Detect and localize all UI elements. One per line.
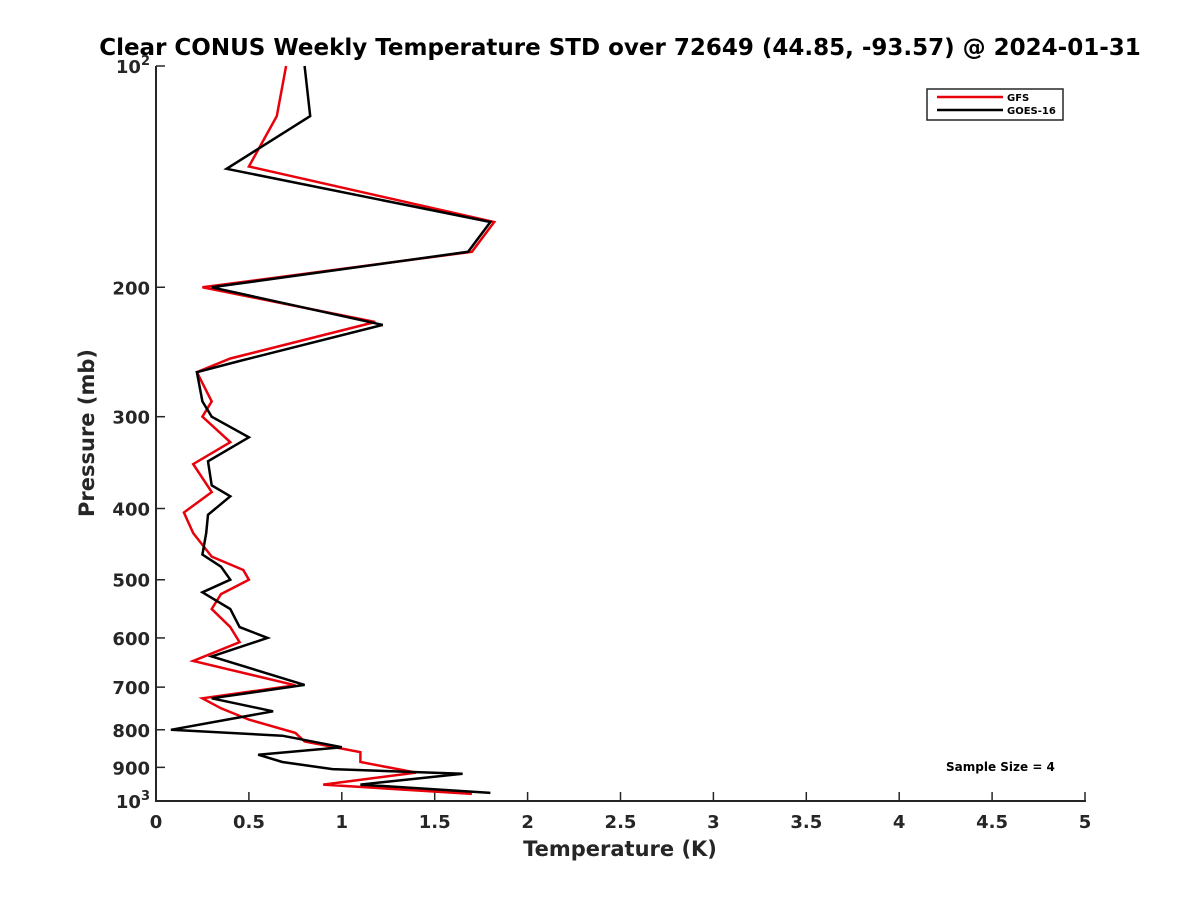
y-tick-label: 103: [116, 789, 150, 813]
legend-label-goes16: GOES-16: [1007, 106, 1056, 117]
sample-size-annotation: Sample Size = 4: [946, 760, 1055, 774]
y-tick-label-base: 400: [112, 500, 150, 521]
y-tick-label: 200: [112, 278, 150, 299]
x-tick-label: 2.5: [605, 812, 637, 833]
series-line-gfs: [182, 65, 497, 796]
y-tick-label: 600: [112, 629, 150, 650]
y-tick-label: 700: [112, 678, 150, 699]
y-tick-label-base: 200: [112, 278, 150, 299]
x-axis-label: Temperature (K): [523, 837, 717, 861]
legend-label-gfs: GFS: [1007, 93, 1029, 104]
x-tick-label: 1: [336, 812, 349, 833]
y-tick-label-base: 800: [112, 721, 150, 742]
y-tick-label-exponent: 3: [141, 789, 150, 804]
x-tick-label: 5: [1079, 812, 1092, 833]
x-tick-label: 0: [150, 812, 163, 833]
series-line-goes16: [170, 65, 493, 795]
y-tick-label: 500: [112, 571, 150, 592]
y-axis-label: Pressure (mb): [75, 349, 99, 517]
series-layer: [170, 65, 497, 796]
y-tick-label: 300: [112, 408, 150, 429]
x-tick-label: 3: [707, 812, 720, 833]
y-tick-label: 800: [112, 721, 150, 742]
y-tick-label-base: 10: [116, 57, 141, 78]
y-tick-label-base: 300: [112, 408, 150, 429]
x-tick-label: 4: [893, 812, 906, 833]
chart-title: Clear CONUS Weekly Temperature STD over …: [99, 35, 1141, 61]
x-tick-label: 3.5: [790, 812, 822, 833]
y-tick-label: 102: [116, 54, 150, 78]
x-axis-ticks: 0 0.5 1 1.5 2 2.5 3 3.5 4 4.5 5: [150, 792, 1092, 833]
y-tick-label-base: 500: [112, 571, 150, 592]
y-tick-label-base: 10: [116, 792, 141, 813]
y-tick-label-exponent: 2: [141, 54, 150, 69]
x-tick-label: 4.5: [976, 812, 1008, 833]
y-tick-label: 400: [112, 500, 150, 521]
x-tick-label: 2: [521, 812, 534, 833]
legend-box: [926, 88, 1064, 121]
x-tick-label: 0.5: [233, 812, 265, 833]
y-tick-label: 900: [112, 758, 150, 779]
y-tick-label-base: 700: [112, 678, 150, 699]
legend: GFS GOES-16: [926, 88, 1064, 121]
x-tick-label: 1.5: [419, 812, 451, 833]
y-tick-label-base: 600: [112, 629, 150, 650]
y-tick-label-base: 900: [112, 758, 150, 779]
